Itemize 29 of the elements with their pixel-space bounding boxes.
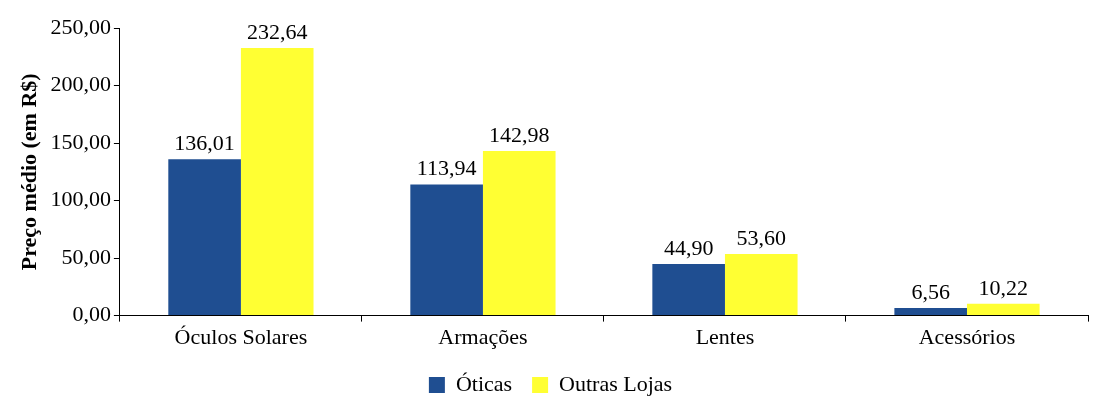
y-tick-label: 0,00 (72, 301, 111, 327)
data-label: 142,98 (488, 121, 550, 147)
data-label: 136,01 (174, 129, 235, 155)
bar (966, 303, 1040, 316)
data-label: 6,56 (911, 278, 950, 304)
data-label: 44,90 (663, 234, 714, 260)
data-label: 10,22 (978, 274, 1029, 300)
x-tick-label: Óculos Solares (174, 323, 308, 349)
y-tick-label: 150,00 (50, 128, 111, 154)
bar (652, 263, 725, 316)
data-label: 113,94 (416, 155, 477, 181)
data-label: 232,64 (246, 18, 308, 44)
bar (482, 151, 556, 316)
y-tick-label: 250,00 (50, 13, 111, 39)
legend-label: Óticas (455, 370, 513, 396)
y-tick-label: 200,00 (50, 71, 111, 97)
bar (724, 253, 798, 316)
bar (410, 184, 483, 316)
bar (240, 47, 314, 316)
legend-label: Outras Lojas (559, 370, 673, 396)
y-axis-title: Preço médio (em R$) (15, 73, 41, 271)
y-tick-label: 50,00 (61, 243, 111, 269)
x-tick-label: Lentes (695, 323, 755, 349)
bar (894, 308, 967, 316)
data-label: 53,60 (736, 224, 787, 250)
bar (168, 159, 241, 316)
x-tick-label: Armações (438, 323, 528, 349)
y-tick-label: 100,00 (50, 186, 111, 212)
x-tick-label: Acessórios (918, 323, 1016, 349)
